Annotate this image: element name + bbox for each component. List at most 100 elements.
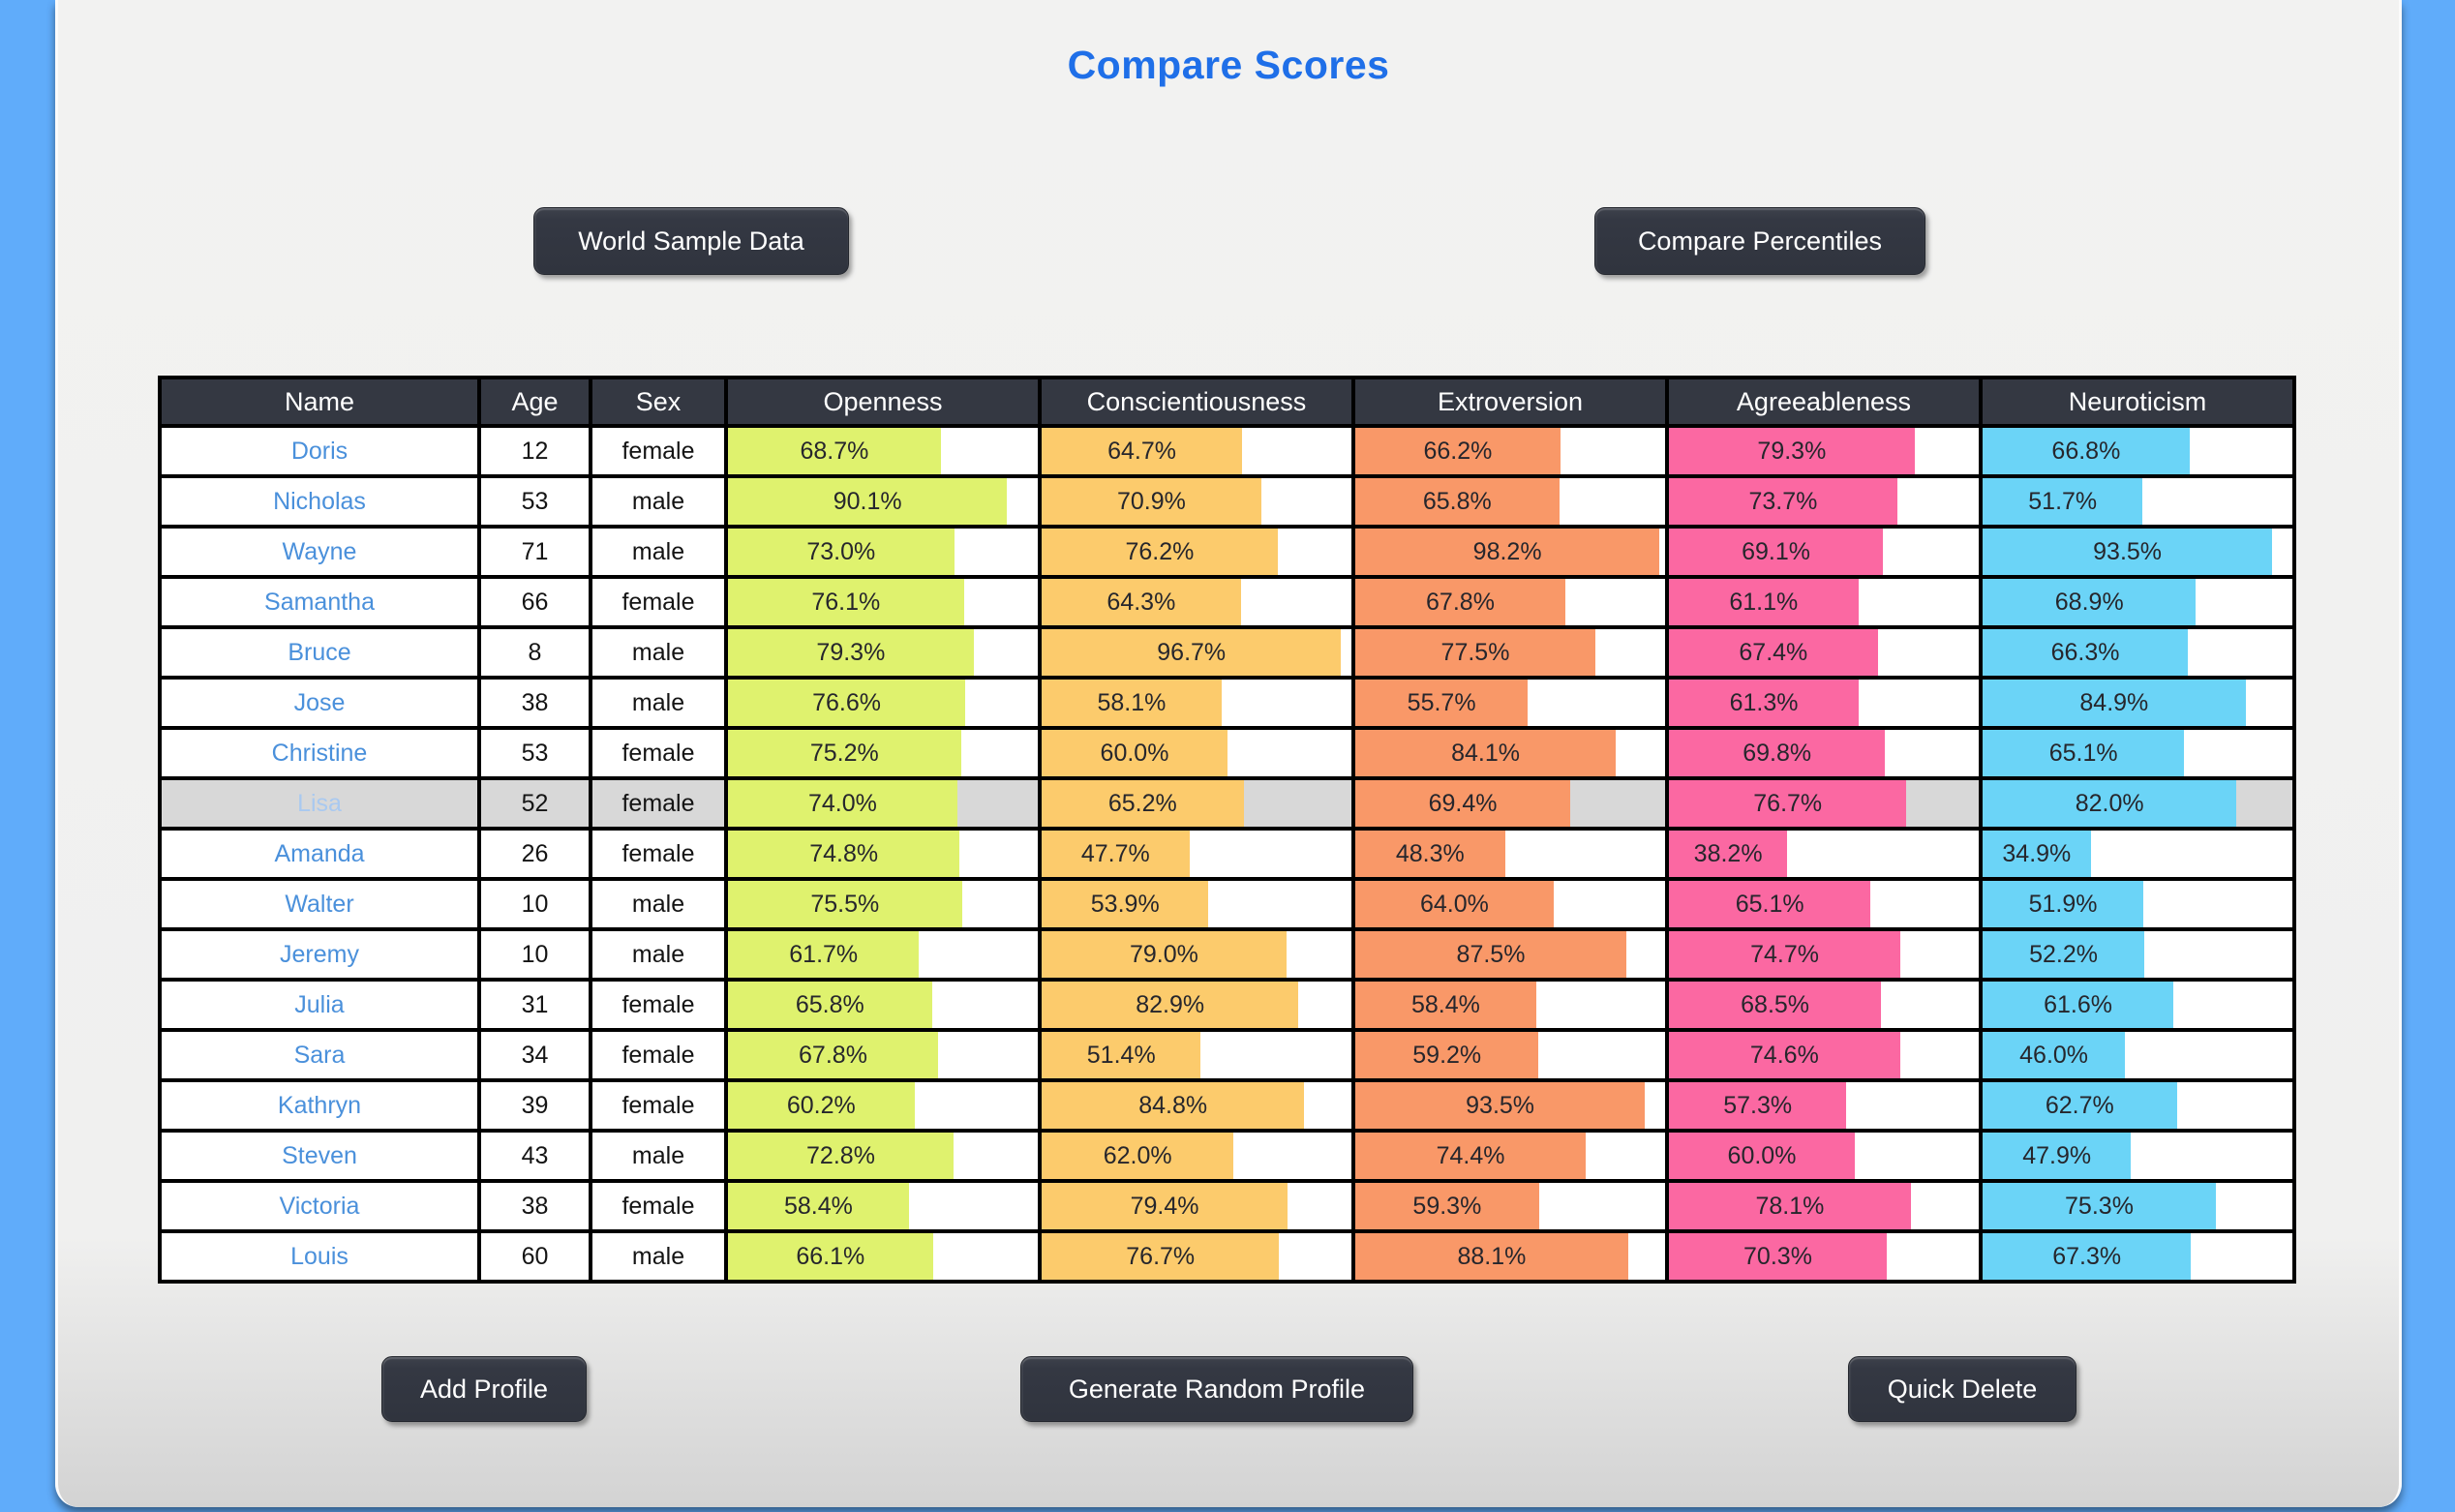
score-value: 84.1% — [1451, 739, 1520, 767]
profile-name-link[interactable]: Kathryn — [277, 1091, 362, 1119]
extroversion-score-cell: 59.3% — [1351, 1179, 1669, 1233]
neuroticism-score-bar: 82.0% — [1985, 782, 2237, 825]
profile-name-link[interactable]: Jeremy — [280, 940, 359, 968]
profile-name-cell: Amanda — [158, 827, 481, 881]
profile-name-cell: Steven — [158, 1129, 481, 1183]
profile-name-link[interactable]: Doris — [290, 437, 349, 465]
age-cell: 66 — [477, 575, 592, 629]
sex-cell: female — [589, 1028, 728, 1082]
score-value: 53.9% — [1090, 890, 1160, 918]
agreeableness-score-bar: 65.1% — [1671, 883, 1871, 925]
conscientiousness-score-bar: 82.9% — [1044, 983, 1299, 1026]
sex-cell: female — [589, 978, 728, 1032]
score-value: 76.7% — [1753, 789, 1823, 817]
profile-name-link[interactable]: Nicholas — [273, 487, 366, 515]
extroversion-score-bar: 65.8% — [1357, 480, 1560, 523]
profile-name-link[interactable]: Victoria — [279, 1192, 360, 1220]
generate-random-profile-button[interactable]: Generate Random Profile — [1020, 1356, 1413, 1422]
table-row: Sara 34 female 67.8% 51.4% 59.2% 74.6% 46.0% — [158, 1028, 2296, 1082]
score-value: 52.2% — [2029, 940, 2098, 968]
age-cell: 8 — [477, 625, 592, 680]
conscientiousness-score-cell: 65.2% — [1038, 776, 1355, 831]
neuroticism-score-bar: 61.6% — [1985, 983, 2174, 1026]
extroversion-score-cell: 66.2% — [1351, 424, 1669, 478]
neuroticism-score-cell: 93.5% — [1979, 525, 2296, 579]
agreeableness-score-bar: 61.1% — [1671, 581, 1859, 623]
score-value: 66.3% — [2050, 638, 2120, 666]
profile-name-link[interactable]: Amanda — [274, 839, 365, 867]
conscientiousness-score-cell: 51.4% — [1038, 1028, 1355, 1082]
agreeableness-score-cell: 69.8% — [1665, 726, 1983, 780]
profile-name-link[interactable]: Walter — [285, 890, 354, 918]
openness-score-bar: 79.3% — [730, 631, 974, 674]
extroversion-score-cell: 58.4% — [1351, 978, 1669, 1032]
compare-percentiles-button[interactable]: Compare Percentiles — [1594, 207, 1925, 275]
agreeableness-score-cell: 38.2% — [1665, 827, 1983, 881]
score-value: 66.2% — [1423, 437, 1493, 465]
extroversion-score-cell: 48.3% — [1351, 827, 1669, 881]
sex-cell: male — [589, 927, 728, 982]
agreeableness-score-cell: 65.1% — [1665, 877, 1983, 931]
extroversion-score-cell: 65.8% — [1351, 474, 1669, 529]
profile-name-link[interactable]: Steven — [282, 1141, 357, 1169]
profile-name-link[interactable]: Bruce — [288, 638, 351, 666]
agreeableness-score-cell: 78.1% — [1665, 1179, 1983, 1233]
table-row: Julia 31 female 65.8% 82.9% 58.4% 68.5% 61.6% — [158, 978, 2296, 1032]
extroversion-score-cell: 98.2% — [1351, 525, 1669, 579]
score-value: 67.8% — [1426, 588, 1495, 616]
openness-score-cell: 75.2% — [724, 726, 1042, 780]
conscientiousness-score-bar: 53.9% — [1044, 883, 1209, 925]
profile-name-link[interactable]: Christine — [271, 739, 368, 767]
extroversion-score-bar: 59.2% — [1357, 1034, 1539, 1076]
openness-score-cell: 66.1% — [724, 1229, 1042, 1284]
neuroticism-score-bar: 51.7% — [1985, 480, 2143, 523]
sex-cell: male — [589, 877, 728, 931]
profile-name-link[interactable]: Sara — [293, 1041, 346, 1069]
score-value: 74.6% — [1749, 1041, 1819, 1069]
neuroticism-score-bar: 65.1% — [1985, 732, 2185, 774]
profile-name-link[interactable]: Samantha — [264, 588, 375, 616]
neuroticism-score-bar: 51.9% — [1985, 883, 2144, 925]
add-profile-button[interactable]: Add Profile — [381, 1356, 587, 1422]
agreeableness-score-cell: 67.4% — [1665, 625, 1983, 680]
extroversion-score-bar: 88.1% — [1357, 1235, 1628, 1278]
profile-name-link[interactable]: Wayne — [282, 537, 357, 565]
score-value: 75.3% — [2065, 1192, 2134, 1220]
conscientiousness-score-cell: 76.7% — [1038, 1229, 1355, 1284]
age-cell: 10 — [477, 927, 592, 982]
age-cell: 38 — [477, 676, 592, 730]
score-value: 66.8% — [2051, 437, 2121, 465]
quick-delete-button[interactable]: Quick Delete — [1848, 1356, 2076, 1422]
column-header-name: Name — [158, 376, 481, 428]
openness-score-cell: 58.4% — [724, 1179, 1042, 1233]
neuroticism-score-cell: 47.9% — [1979, 1129, 2296, 1183]
neuroticism-score-cell: 75.3% — [1979, 1179, 2296, 1233]
profile-name-link[interactable]: Jose — [293, 688, 346, 716]
openness-score-bar: 73.0% — [730, 530, 955, 573]
score-value: 68.5% — [1741, 990, 1810, 1018]
profile-name-cell: Samantha — [158, 575, 481, 629]
extroversion-score-bar: 48.3% — [1357, 832, 1505, 875]
table-row: Steven 43 male 72.8% 62.0% 74.4% 60.0% 47.9% — [158, 1129, 2296, 1183]
profile-name-link[interactable]: Lisa — [297, 789, 342, 817]
score-value: 72.8% — [806, 1141, 875, 1169]
score-value: 67.8% — [799, 1041, 867, 1069]
profile-name-link[interactable]: Julia — [294, 990, 345, 1018]
age-cell: 53 — [477, 474, 592, 529]
score-value: 68.9% — [2054, 588, 2124, 616]
world-sample-data-button[interactable]: World Sample Data — [533, 207, 849, 275]
openness-score-bar: 65.8% — [730, 983, 932, 1026]
openness-score-cell: 79.3% — [724, 625, 1042, 680]
openness-score-bar: 76.1% — [730, 581, 964, 623]
neuroticism-score-cell: 61.6% — [1979, 978, 2296, 1032]
sex-cell: male — [589, 474, 728, 529]
extroversion-score-bar: 84.1% — [1357, 732, 1617, 774]
table-row: Wayne 71 male 73.0% 76.2% 98.2% 69.1% 93.5% — [158, 525, 2296, 579]
neuroticism-score-cell: 46.0% — [1979, 1028, 2296, 1082]
agreeableness-score-bar: 76.7% — [1671, 782, 1907, 825]
neuroticism-score-bar: 47.9% — [1985, 1134, 2132, 1177]
profile-name-cell: Jose — [158, 676, 481, 730]
score-value: 64.3% — [1106, 588, 1176, 616]
profile-name-link[interactable]: Louis — [290, 1242, 349, 1270]
